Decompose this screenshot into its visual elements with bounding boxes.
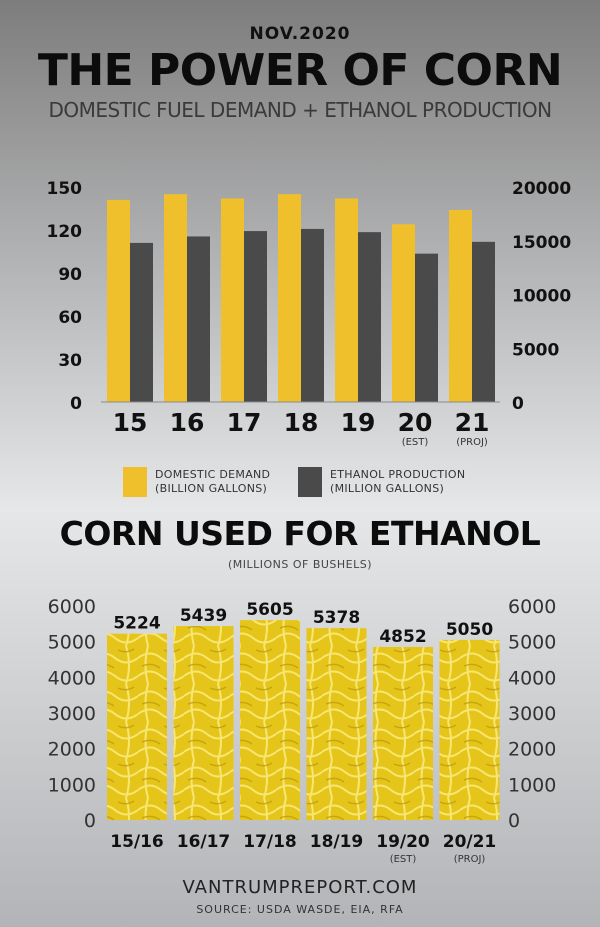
bar-domestic-demand	[221, 198, 244, 402]
x-tick-label: 17/18	[243, 832, 297, 852]
y-left-tick: 60	[58, 308, 82, 328]
y-left-tick: 120	[47, 222, 83, 242]
footer-source: SOURCE: USDA WASDE, EIA, RFA	[196, 903, 404, 916]
bar-ethanol-production	[301, 228, 324, 402]
bar-ethanol-production	[415, 253, 438, 402]
y-left-tick: 3000	[48, 703, 96, 725]
y-left-tick: 6000	[48, 596, 96, 618]
y-right-tick: 15000	[512, 233, 571, 253]
data-label: 5605	[246, 600, 293, 620]
y-right-tick: 0	[508, 810, 520, 832]
bar-domestic-demand	[335, 198, 358, 402]
data-label: 5378	[313, 608, 360, 628]
footer-url: VANTRUMPREPORT.COM	[182, 877, 418, 898]
x-tick-note: (EST)	[390, 854, 417, 865]
bar-ethanol-production	[472, 241, 495, 402]
x-tick-label: 20/21	[443, 832, 497, 852]
y-left-tick: 150	[47, 179, 83, 199]
x-tick-note: (EST)	[402, 437, 429, 448]
x-tick-label: 18	[284, 408, 319, 437]
legend-ethanol-label: ETHANOL PRODUCTION	[330, 468, 466, 481]
y-left-tick: 30	[58, 351, 82, 371]
y-left-tick: 5000	[48, 632, 96, 654]
page-subtitle: DOMESTIC FUEL DEMAND + ETHANOL PRODUCTIO…	[48, 98, 552, 122]
bar-ethanol-production	[244, 231, 267, 402]
y-left-tick: 4000	[48, 667, 96, 689]
data-label: 5224	[113, 614, 160, 634]
y-left-tick: 0	[84, 810, 96, 832]
data-label: 5439	[180, 606, 227, 626]
data-label: 5050	[446, 620, 493, 640]
y-left-tick: 2000	[48, 739, 96, 761]
y-right-tick: 1000	[508, 774, 556, 796]
corn-ethanol-chart: 6000 5000 4000 3000 2000 1000 0 6000 5000 4000 300…	[48, 596, 557, 865]
x-tick-label: 15	[113, 408, 148, 437]
bar-corn-used	[439, 639, 500, 820]
fuel-demand-chart: 150 120 90 60 30 0 20000 15000 10000 5000 0 15 16 17 1…	[47, 179, 572, 448]
bar-corn-used	[107, 633, 167, 820]
y-right-tick: 5000	[512, 340, 559, 360]
x-tick-label: 17	[227, 408, 262, 437]
bar-domestic-demand	[392, 224, 415, 402]
y-right-tick: 10000	[512, 287, 571, 307]
legend-demand-swatch	[123, 467, 147, 497]
legend-ethanol-swatch	[298, 467, 322, 497]
x-tick-label: 19/20	[376, 832, 430, 852]
legend-ethanol: ETHANOL PRODUCTION (MILLION GALLONS)	[298, 467, 465, 497]
bar-domestic-demand	[164, 194, 187, 402]
y-right-tick: 2000	[508, 739, 556, 761]
legend-ethanol-units: (MILLION GALLONS)	[330, 482, 445, 495]
bar-ethanol-production	[187, 236, 210, 402]
y-right-tick: 3000	[508, 703, 556, 725]
bar-domestic-demand	[449, 209, 472, 402]
bar-corn-used	[306, 628, 367, 820]
x-tick-label: 16/17	[177, 832, 231, 852]
page-title: THE POWER OF CORN	[37, 45, 563, 96]
y-right-tick: 0	[512, 394, 524, 414]
x-tick-label: 21	[455, 408, 490, 437]
y-right-tick: 4000	[508, 667, 556, 689]
y-right-tick: 6000	[508, 596, 556, 618]
bar-corn-used	[373, 646, 433, 820]
legend-demand-units: (BILLION GALLONS)	[155, 482, 268, 495]
report-date: NOV.2020	[249, 24, 351, 44]
y-left-tick: 1000	[48, 774, 96, 796]
x-tick-label: 16	[170, 408, 205, 437]
x-tick-note: (PROJ)	[454, 854, 486, 865]
corn-chart-units: (MILLIONS OF BUSHELS)	[227, 558, 373, 571]
bar-domestic-demand	[278, 194, 301, 402]
bar-corn-used	[240, 620, 300, 820]
y-right-tick: 5000	[508, 632, 556, 654]
x-tick-label: 20	[398, 408, 433, 437]
corn-chart-title: CORN USED FOR ETHANOL	[59, 514, 541, 553]
x-tick-note: (PROJ)	[456, 437, 488, 448]
bar-domestic-demand	[107, 199, 130, 402]
legend-demand-label: DOMESTIC DEMAND	[155, 468, 271, 481]
x-tick-label: 19	[341, 408, 376, 437]
y-left-tick: 0	[70, 394, 82, 414]
legend-demand: DOMESTIC DEMAND (BILLION GALLONS)	[123, 467, 270, 497]
bar-ethanol-production	[358, 232, 381, 402]
y-left-tick: 90	[58, 265, 82, 285]
bar-corn-used	[173, 626, 234, 820]
bar-ethanol-production	[130, 242, 153, 402]
data-label: 4852	[379, 627, 426, 647]
x-tick-label: 15/16	[110, 832, 164, 852]
x-tick-label: 18/19	[310, 832, 364, 852]
y-right-tick: 20000	[512, 179, 571, 199]
